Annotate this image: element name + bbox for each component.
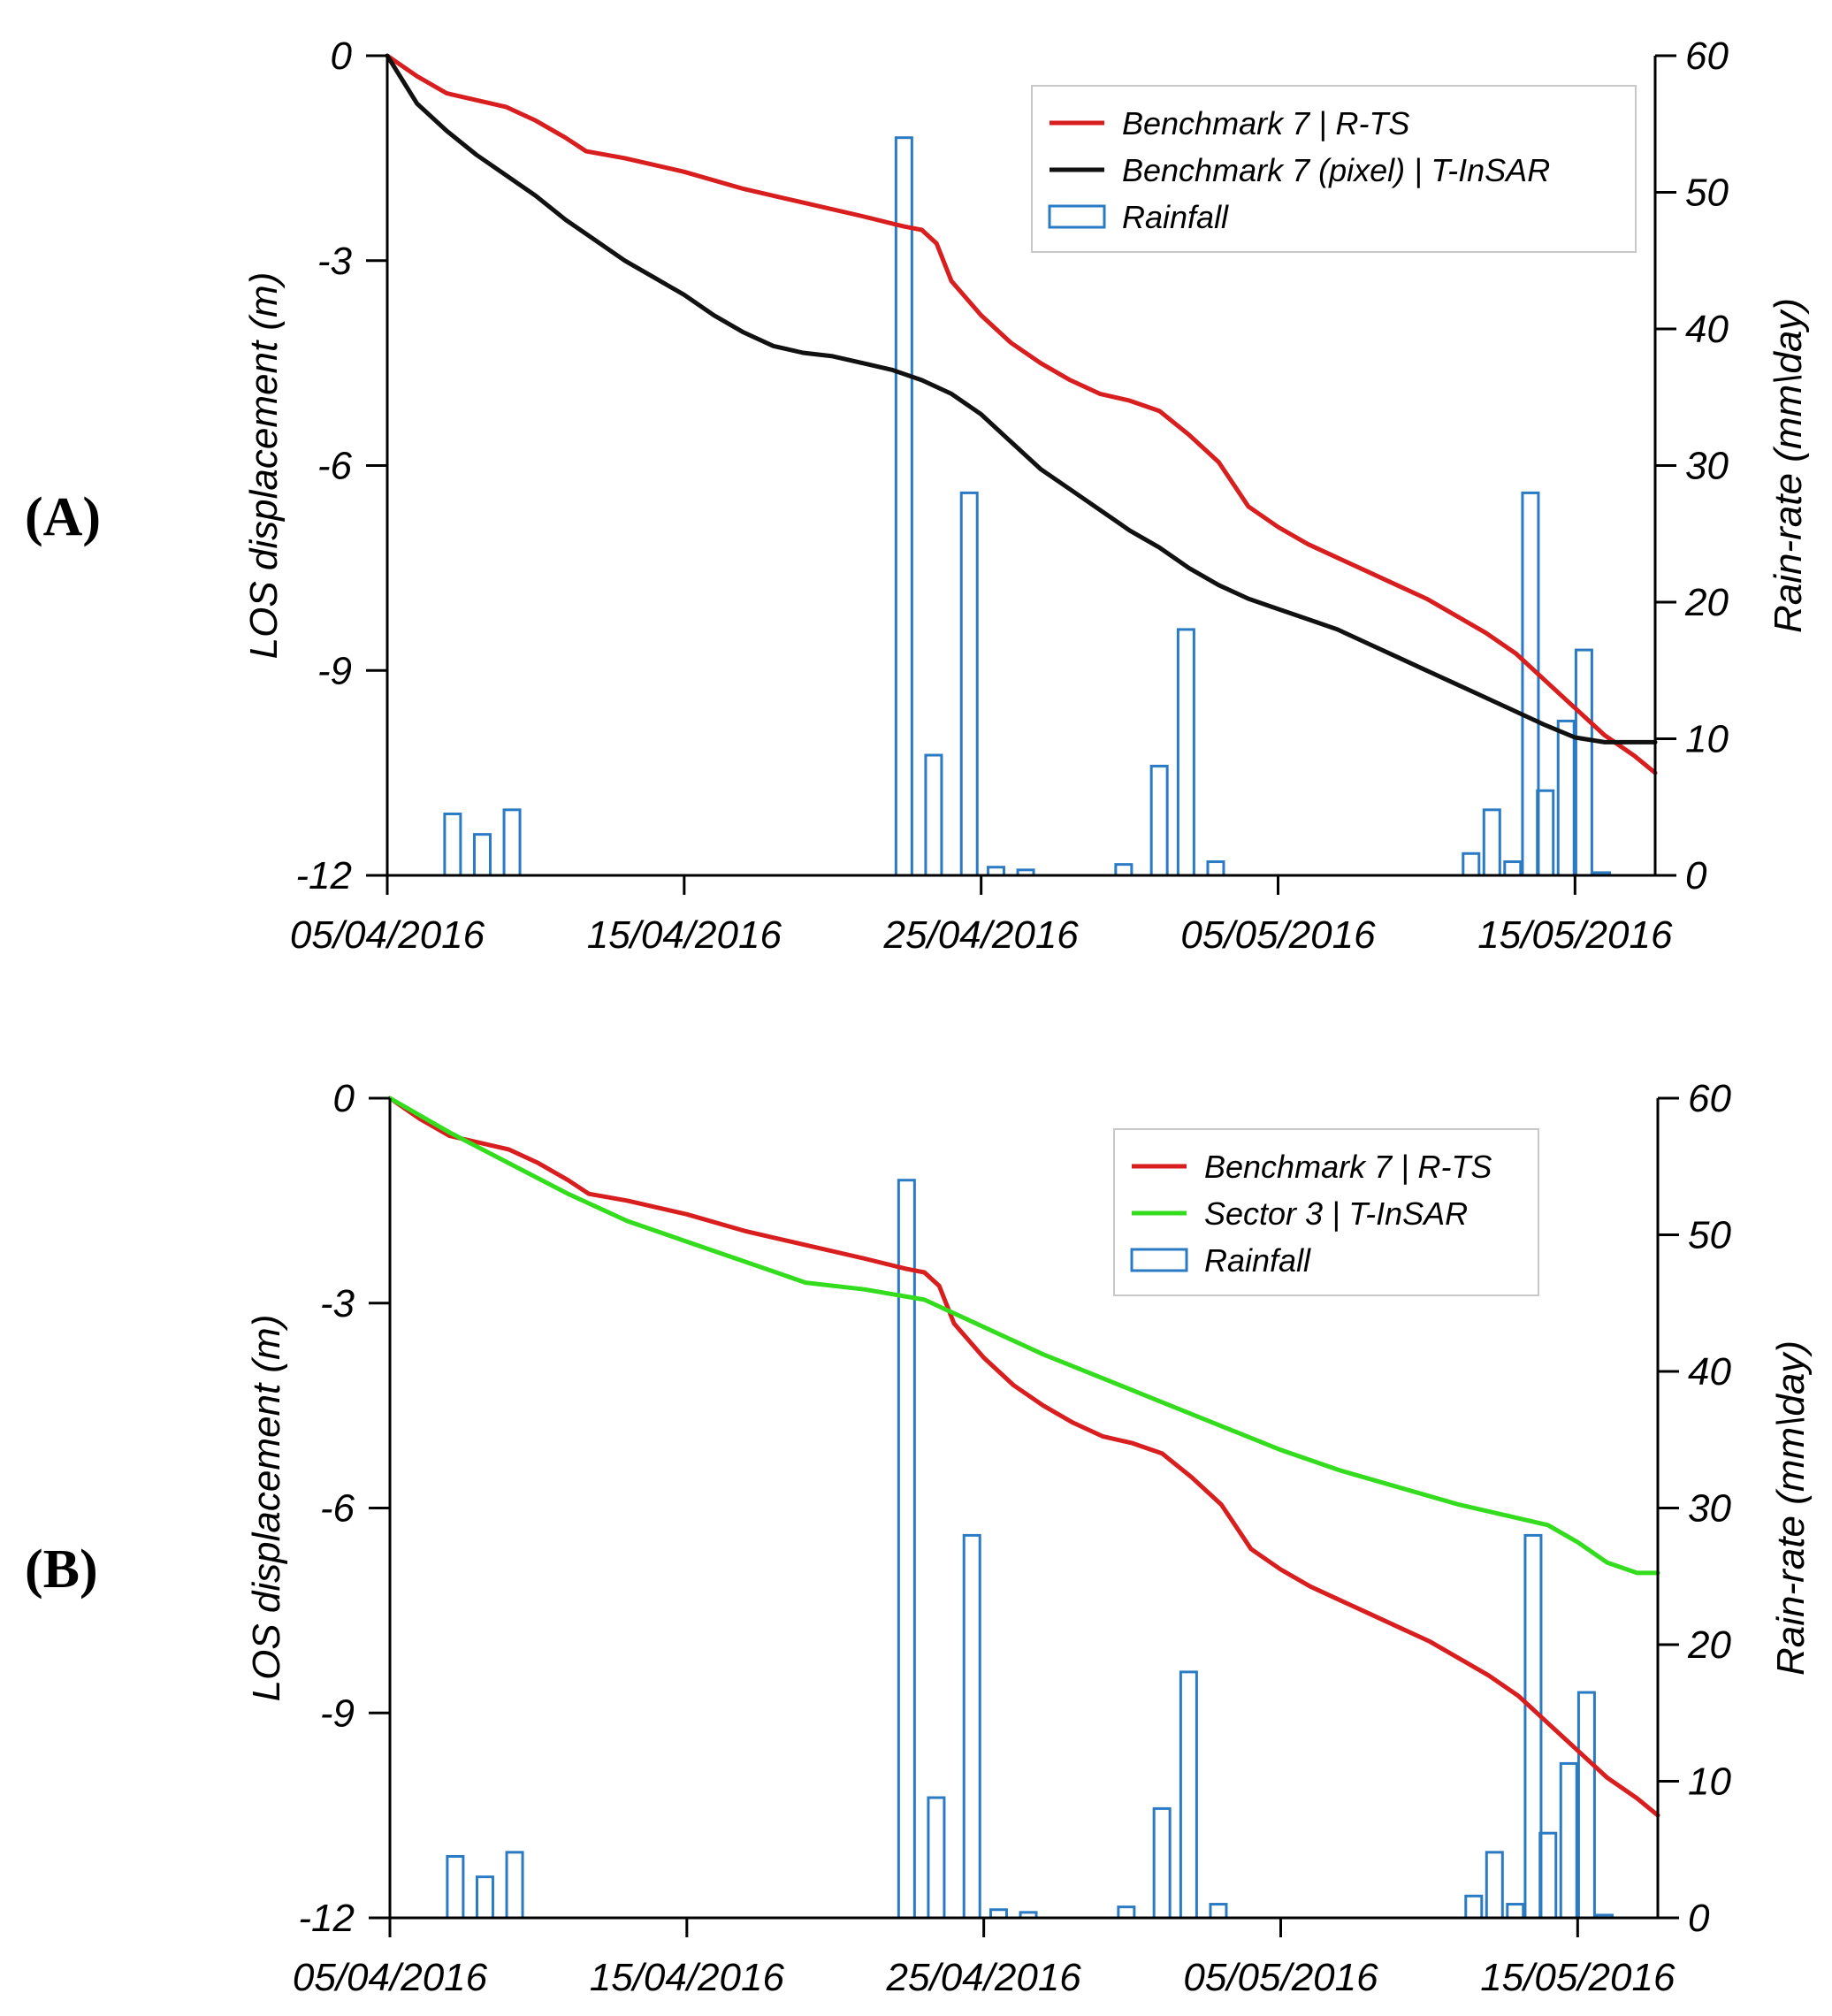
legend-swatch-bar	[1130, 1248, 1188, 1272]
right-tick-label: 60	[1685, 34, 1729, 78]
rainfall-bar	[924, 753, 943, 877]
left-tick-label: -12	[298, 1897, 355, 1940]
rainfall-bar	[446, 1854, 465, 1920]
right-tick-label: 0	[1685, 854, 1707, 897]
left-tick-label: 0	[333, 1077, 355, 1120]
rainfall-bar	[927, 1796, 946, 1920]
rainfall-bar	[1149, 764, 1169, 877]
rainfall-bar	[1176, 628, 1195, 877]
rainfall-bar	[1482, 808, 1501, 877]
rainfall-bar	[962, 1533, 981, 1920]
rainfall-bar	[1462, 851, 1481, 877]
left-tick-label: -6	[317, 445, 353, 488]
rainfall-bar	[1209, 1903, 1228, 1920]
y-axis-title-right: Rain-rate (mm\day)	[1769, 1340, 1813, 1676]
x-tick-label: 15/05/2016	[1477, 913, 1673, 957]
right-tick-label: 10	[1685, 718, 1729, 761]
right-tick-label: 30	[1685, 445, 1729, 488]
y-axis-title-left: LOS displacement (m)	[242, 272, 286, 660]
x-tick-label: 25/04/2016	[883, 913, 1080, 957]
series-line-2	[387, 1096, 1660, 1576]
chart-panel-b: 0 -3 -6 -9 -12 60 50 40 30 20 10 0 05/04/2016 15/04/2…	[245, 1077, 1813, 1999]
legend-box	[1031, 85, 1637, 253]
rainfall-bar	[1179, 1670, 1198, 1920]
rainfall-bar	[894, 136, 913, 877]
left-tick-label: -9	[317, 649, 352, 692]
rainfall-bar	[1576, 1691, 1596, 1920]
chart-panel-a: 0 -3 -6 -9 -12 60 50 40 30 20 10 0 05/04/2016 15/04/2…	[242, 34, 1810, 957]
rainfall-bar	[443, 812, 462, 877]
left-tick-label: -3	[317, 240, 353, 283]
right-tick-label: 30	[1688, 1487, 1731, 1531]
series-line-1	[385, 53, 1658, 775]
panel-label-a: (A)	[25, 487, 102, 547]
right-tick-label: 10	[1688, 1760, 1731, 1804]
panel-label-b: (B)	[25, 1539, 98, 1600]
rainfall-bar	[1485, 1851, 1504, 1920]
y-axis-title-left: LOS displacement (m)	[245, 1315, 288, 1702]
legend-label: Sector 3 | T-InSAR	[1204, 1195, 1468, 1232]
rainfall-bar	[475, 1875, 494, 1920]
right-tick-label: 20	[1687, 1623, 1731, 1667]
right-tick-label: 0	[1688, 1897, 1710, 1940]
legend-swatch-bar	[1048, 204, 1106, 229]
right-tick-label: 60	[1688, 1077, 1731, 1120]
right-tick-label: 40	[1688, 1350, 1731, 1394]
right-tick-label: 50	[1685, 172, 1729, 215]
rainfall-bar	[897, 1179, 916, 1920]
rainfall-bar	[1206, 860, 1225, 877]
left-tick-label: -9	[320, 1691, 355, 1735]
right-tick-label: 40	[1685, 308, 1729, 351]
legend-label: Benchmark 7 | R-TS	[1204, 1149, 1492, 1185]
series-line-2	[385, 53, 1658, 745]
right-tick-label: 50	[1688, 1214, 1731, 1257]
rainfall-bar	[1117, 1905, 1136, 1920]
left-tick-label: -6	[320, 1487, 355, 1531]
y-axis-title-right: Rain-rate (mm\day)	[1767, 298, 1810, 633]
rainfall-bar	[1503, 860, 1523, 877]
left-tick-label: -3	[320, 1282, 355, 1325]
x-tick-label: 15/04/2016	[587, 913, 782, 957]
x-tick-label: 05/05/2016	[1183, 1956, 1378, 1999]
legend-label: Benchmark 7 (pixel) | T-InSAR	[1122, 152, 1550, 188]
rainfall-bar	[1574, 648, 1593, 877]
rainfall-bar	[1114, 863, 1134, 877]
x-tick-label: 25/04/2016	[886, 1956, 1082, 1999]
x-tick-label: 05/05/2016	[1180, 913, 1376, 957]
legend-label: Rainfall	[1122, 199, 1229, 235]
legend-label: Rainfall	[1204, 1242, 1311, 1279]
rainfall-bar	[1506, 1903, 1525, 1920]
rainfall-bar	[1464, 1894, 1484, 1920]
rainfall-bar	[1152, 1806, 1172, 1920]
right-tick-label: 20	[1684, 581, 1729, 624]
rainfall-bar	[1556, 719, 1576, 877]
rainfall-bar	[1559, 1761, 1578, 1920]
x-tick-label: 05/04/2016	[293, 1956, 488, 1999]
rainfall-bar	[472, 833, 492, 877]
series-line-1	[387, 1096, 1660, 1818]
legend-label: Benchmark 7 | R-TS	[1122, 105, 1409, 141]
left-tick-label: 0	[331, 34, 353, 78]
x-tick-label: 15/04/2016	[590, 1956, 785, 1999]
left-tick-label: -12	[295, 854, 352, 897]
rainfall-bar	[959, 491, 979, 877]
rainfall-bar	[505, 1851, 524, 1920]
x-tick-label: 05/04/2016	[290, 913, 485, 957]
x-tick-label: 15/05/2016	[1480, 1956, 1676, 1999]
rainfall-bar	[502, 808, 522, 877]
